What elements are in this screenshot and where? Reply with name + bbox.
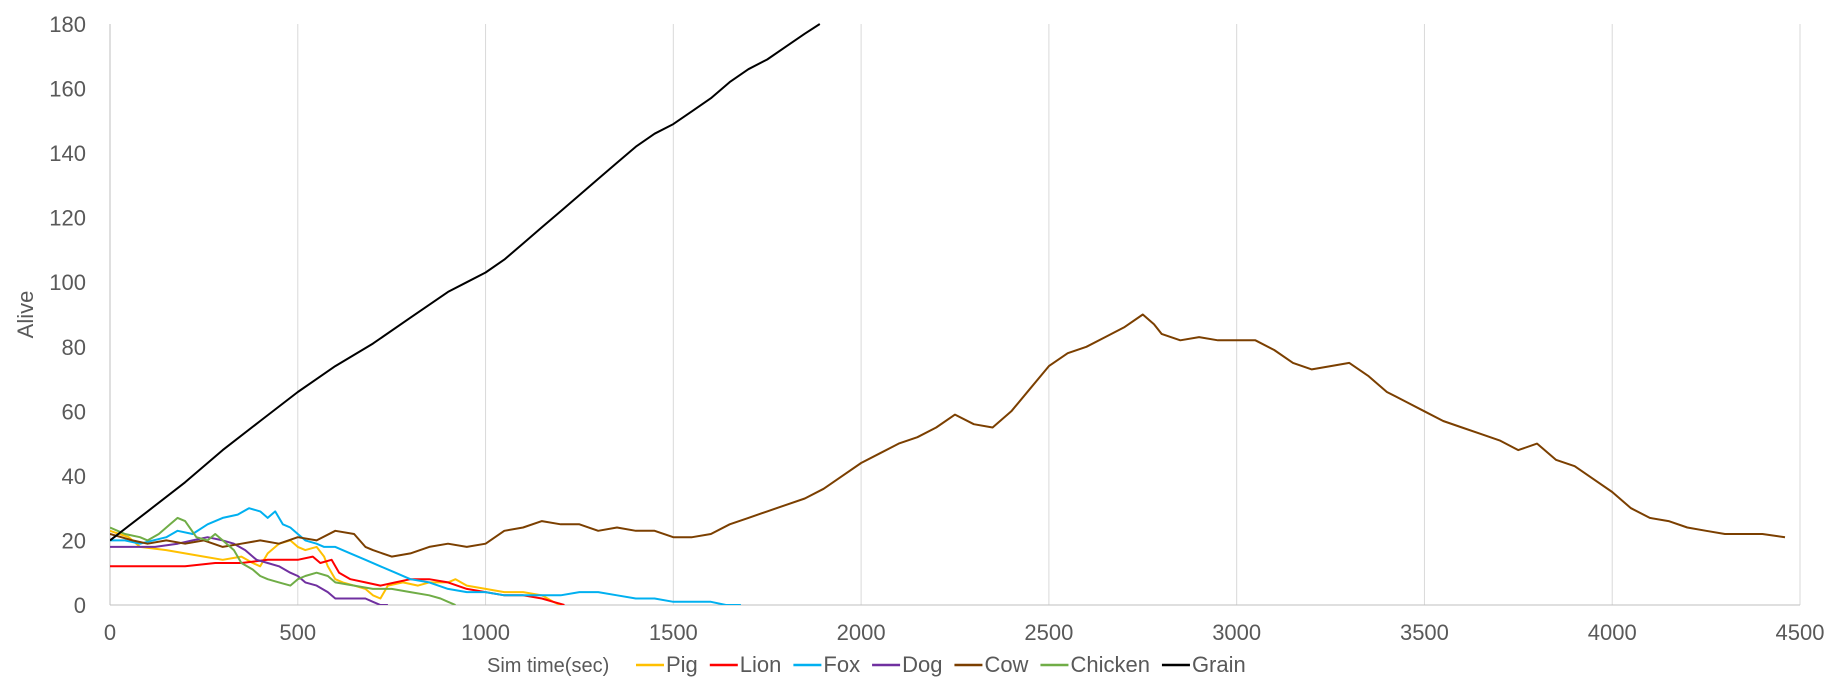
axes: [109, 24, 1800, 606]
legend-label-chicken: Chicken: [1070, 652, 1149, 677]
y-tick-label: 40: [62, 464, 86, 489]
tick-labels: 0 500 1000 1500 2000 2500 3000 3500 4000 4500 0 20 4…: [49, 12, 1824, 645]
legend-label-lion: Lion: [740, 652, 782, 677]
x-tick-label: 1000: [461, 620, 510, 645]
y-tick-label: 80: [62, 335, 86, 360]
y-tick-label: 100: [49, 270, 86, 295]
legend: Sim time(sec) Pig Lion Fox Dog Cow Chicken Gra…: [487, 652, 1246, 677]
series-line-cow: [110, 313, 1786, 558]
series-line-fox: [110, 507, 741, 605]
x-tick-label: 4500: [1776, 620, 1825, 645]
y-axis-title: Alive: [13, 291, 38, 339]
x-axis-title: Sim time(sec): [487, 655, 609, 677]
series-lines: [110, 23, 1786, 605]
legend-label-cow: Cow: [984, 652, 1028, 677]
series-line-grain: [110, 23, 821, 542]
series-line-dog: [110, 536, 388, 605]
y-tick-label: 160: [49, 77, 86, 102]
y-tick-label: 120: [49, 206, 86, 231]
legend-label-grain: Grain: [1192, 652, 1246, 677]
x-tick-label: 500: [279, 620, 316, 645]
y-tick-label: 0: [74, 593, 86, 618]
y-tick-label: 60: [62, 399, 86, 424]
series-line-chicken: [110, 516, 456, 605]
x-tick-label: 2000: [837, 620, 886, 645]
legend-label-dog: Dog: [902, 652, 942, 677]
series-line-pig: [110, 529, 562, 605]
x-tick-label: 0: [104, 620, 116, 645]
x-tick-label: 2500: [1024, 620, 1073, 645]
legend-label-fox: Fox: [823, 652, 860, 677]
y-tick-label: 180: [49, 12, 86, 37]
y-tick-label: 20: [62, 528, 86, 553]
gridlines: [297, 24, 1801, 605]
legend-label-pig: Pig: [666, 652, 698, 677]
y-tick-label: 140: [49, 141, 86, 166]
x-tick-label: 3500: [1400, 620, 1449, 645]
x-tick-label: 3000: [1212, 620, 1261, 645]
x-tick-label: 1500: [649, 620, 698, 645]
x-tick-label: 4000: [1588, 620, 1637, 645]
